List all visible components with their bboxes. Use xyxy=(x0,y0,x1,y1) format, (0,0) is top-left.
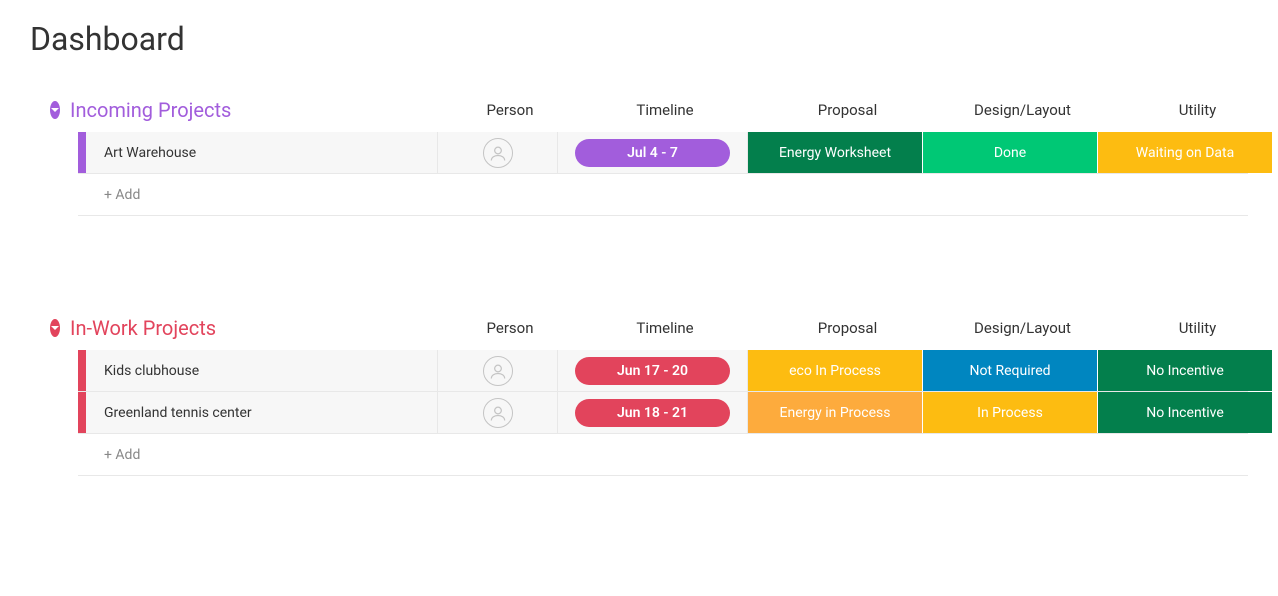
collapse-toggle-icon[interactable] xyxy=(50,101,60,119)
column-header-proposal[interactable]: Proposal xyxy=(760,101,935,119)
column-headers: PersonTimelineProposalDesign/LayoutUtili… xyxy=(450,101,1278,119)
proposal-status-cell[interactable]: Energy in Process xyxy=(748,392,923,433)
column-header-person[interactable]: Person xyxy=(450,319,570,337)
column-header-person[interactable]: Person xyxy=(450,101,570,119)
add-row[interactable]: + Add xyxy=(78,174,1248,216)
column-headers: PersonTimelineProposalDesign/LayoutUtili… xyxy=(450,319,1278,337)
row-accent xyxy=(78,132,86,173)
add-row[interactable]: + Add xyxy=(78,434,1248,476)
person-cell[interactable] xyxy=(438,132,558,173)
person-icon xyxy=(483,398,513,428)
timeline-cell[interactable]: Jun 17 - 20 xyxy=(558,350,748,391)
group-header: Incoming ProjectsPersonTimelineProposalD… xyxy=(50,98,1248,122)
table-row[interactable]: Art Warehouse Jul 4 - 7 Energy WorksheetDo… xyxy=(78,132,1248,174)
column-header-utility[interactable]: Utility xyxy=(1110,319,1278,337)
column-header-proposal[interactable]: Proposal xyxy=(760,319,935,337)
timeline-pill: Jun 17 - 20 xyxy=(575,357,730,385)
column-header-design[interactable]: Design/Layout xyxy=(935,101,1110,119)
page-title: Dashboard xyxy=(30,20,1248,58)
row-name-cell[interactable]: Kids clubhouse xyxy=(86,350,438,391)
row-accent xyxy=(78,392,86,433)
project-group: In-Work ProjectsPersonTimelineProposalDe… xyxy=(50,316,1248,476)
proposal-status-cell[interactable]: Energy Worksheet xyxy=(748,132,923,173)
table-row[interactable]: Kids clubhouse Jun 17 - 20 eco In ProcessN… xyxy=(78,350,1248,392)
group-title[interactable]: Incoming Projects xyxy=(70,98,450,122)
add-label[interactable]: + Add xyxy=(86,447,1248,463)
timeline-pill: Jun 18 - 21 xyxy=(575,399,730,427)
timeline-pill: Jul 4 - 7 xyxy=(575,139,730,167)
group-title[interactable]: In-Work Projects xyxy=(70,316,450,340)
group-header: In-Work ProjectsPersonTimelineProposalDe… xyxy=(50,316,1248,340)
project-group: Incoming ProjectsPersonTimelineProposalD… xyxy=(50,98,1248,216)
person-icon xyxy=(483,356,513,386)
row-accent xyxy=(78,350,86,391)
column-header-design[interactable]: Design/Layout xyxy=(935,319,1110,337)
group-rows: Kids clubhouse Jun 17 - 20 eco In ProcessN… xyxy=(78,350,1248,476)
design-status-cell[interactable]: Not Required xyxy=(923,350,1098,391)
utility-status-cell[interactable]: No Incentive xyxy=(1098,392,1273,433)
person-cell[interactable] xyxy=(438,350,558,391)
column-header-timeline[interactable]: Timeline xyxy=(570,319,760,337)
table-row[interactable]: Greenland tennis center Jun 18 - 21 Energy… xyxy=(78,392,1248,434)
collapse-toggle-icon[interactable] xyxy=(50,319,60,337)
add-label[interactable]: + Add xyxy=(86,187,1248,203)
row-name-cell[interactable]: Art Warehouse xyxy=(86,132,438,173)
group-rows: Art Warehouse Jul 4 - 7 Energy WorksheetDo… xyxy=(78,132,1248,216)
person-cell[interactable] xyxy=(438,392,558,433)
proposal-status-cell[interactable]: eco In Process xyxy=(748,350,923,391)
column-header-utility[interactable]: Utility xyxy=(1110,101,1278,119)
design-status-cell[interactable]: Done xyxy=(923,132,1098,173)
row-name-cell[interactable]: Greenland tennis center xyxy=(86,392,438,433)
timeline-cell[interactable]: Jun 18 - 21 xyxy=(558,392,748,433)
person-icon xyxy=(483,138,513,168)
design-status-cell[interactable]: In Process xyxy=(923,392,1098,433)
utility-status-cell[interactable]: No Incentive xyxy=(1098,350,1273,391)
timeline-cell[interactable]: Jul 4 - 7 xyxy=(558,132,748,173)
utility-status-cell[interactable]: Waiting on Data xyxy=(1098,132,1273,173)
column-header-timeline[interactable]: Timeline xyxy=(570,101,760,119)
